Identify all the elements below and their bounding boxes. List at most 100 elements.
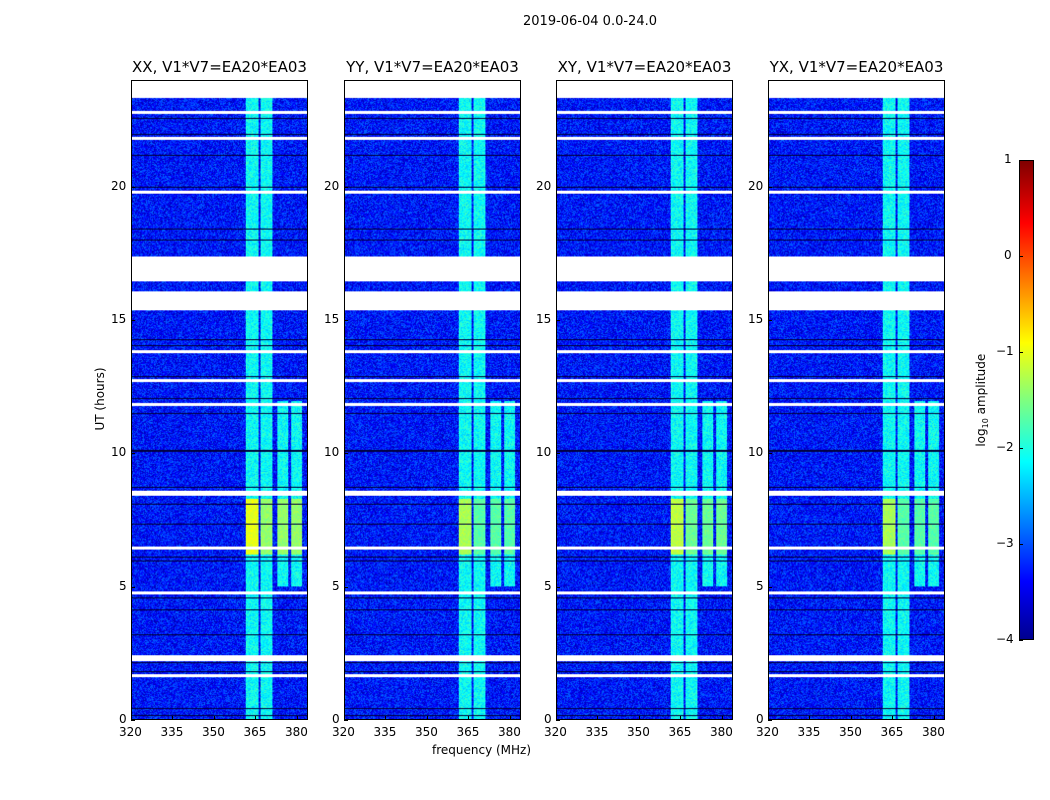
x-tick-mark <box>509 716 511 720</box>
y-tick-label: 15 <box>748 312 764 326</box>
colorbar-tick-label: 0 <box>1004 248 1012 262</box>
x-tick-label: 365 <box>243 725 267 739</box>
colorbar-tick-mark <box>1019 160 1023 161</box>
x-tick-mark <box>768 716 769 720</box>
x-tick-label: 365 <box>456 725 480 739</box>
x-tick-label: 365 <box>880 725 904 739</box>
y-tick-label: 15 <box>324 312 340 326</box>
colorbar-tick-label: 1 <box>1004 152 1012 166</box>
x-tick-mark <box>468 716 470 720</box>
x-tick-mark <box>556 716 557 720</box>
colorbar-tick-mark <box>1019 352 1023 353</box>
y-tick-label: 15 <box>111 312 127 326</box>
colorbar-tick-mark <box>1019 256 1023 257</box>
x-tick-mark <box>131 716 132 720</box>
y-tick-label: 20 <box>324 178 340 193</box>
waterfall-panel-3 <box>768 80 945 720</box>
x-tick-mark <box>638 716 640 720</box>
panel-title-3: YX, V1*V7=EA20*EA03 <box>769 58 944 76</box>
x-tick-mark <box>296 716 298 720</box>
y-tick-mark <box>768 720 772 721</box>
x-tick-mark <box>680 716 682 720</box>
x-tick-mark <box>172 716 174 720</box>
y-tick-mark <box>131 320 135 321</box>
y-tick-label: 0 <box>756 712 764 726</box>
x-tick-mark <box>344 716 345 720</box>
y-tick-mark <box>768 586 772 588</box>
x-tick-label: 335 <box>585 725 609 739</box>
y-axis-label: UT (hours) <box>93 367 107 431</box>
heatmap-canvas-3 <box>769 81 944 719</box>
x-tick-label: 320 <box>119 725 142 739</box>
y-tick-mark <box>344 586 348 588</box>
heatmap-canvas-0 <box>132 81 307 719</box>
y-tick-mark <box>556 720 560 721</box>
colorbar <box>1019 160 1034 640</box>
y-tick-label: 20 <box>111 178 127 193</box>
y-tick-mark <box>344 720 348 721</box>
y-tick-label: 20 <box>748 178 764 193</box>
colorbar-tick-label: −3 <box>996 536 1014 550</box>
y-tick-label: 0 <box>544 712 552 726</box>
y-tick-mark <box>131 186 135 188</box>
y-tick-mark <box>768 186 772 188</box>
y-tick-mark <box>344 453 348 455</box>
x-tick-label: 335 <box>797 725 821 739</box>
y-tick-label: 5 <box>119 578 127 593</box>
colorbar-tick-mark <box>1019 448 1023 449</box>
panel-title-0: XX, V1*V7=EA20*EA03 <box>132 58 307 76</box>
x-tick-label: 350 <box>414 725 438 739</box>
x-tick-label: 365 <box>668 725 692 739</box>
y-tick-label: 10 <box>324 445 340 460</box>
x-tick-label: 335 <box>373 725 397 739</box>
y-tick-label: 5 <box>756 578 764 593</box>
figure-title: 2019-06-04 0.0-24.0 <box>523 14 657 29</box>
x-tick-mark <box>426 716 428 720</box>
x-tick-mark <box>385 716 387 720</box>
waterfall-panel-1 <box>344 80 521 720</box>
y-tick-mark <box>131 586 135 588</box>
colorbar-tick-mark <box>1019 640 1023 641</box>
y-tick-label: 0 <box>332 712 340 726</box>
x-tick-mark <box>809 716 811 720</box>
y-tick-mark <box>344 186 348 188</box>
y-tick-mark <box>344 320 348 321</box>
x-tick-mark <box>255 716 257 720</box>
x-tick-mark <box>597 716 599 720</box>
y-tick-label: 5 <box>544 578 552 593</box>
waterfall-panel-2 <box>556 80 733 720</box>
y-tick-label: 5 <box>332 578 340 593</box>
x-tick-label: 350 <box>838 725 862 739</box>
x-tick-label: 380 <box>497 725 521 739</box>
y-tick-mark <box>556 186 560 188</box>
y-tick-label: 0 <box>119 712 127 726</box>
x-tick-label: 350 <box>201 725 225 739</box>
x-tick-mark <box>850 716 852 720</box>
y-tick-label: 10 <box>536 445 552 460</box>
x-axis-label: frequency (MHz) <box>432 743 532 757</box>
y-tick-mark <box>556 453 560 455</box>
y-tick-mark <box>768 320 772 321</box>
heatmap-canvas-2 <box>557 81 732 719</box>
y-tick-label: 15 <box>536 312 552 326</box>
y-tick-label: 20 <box>536 178 552 193</box>
colorbar-tick-label: −1 <box>996 344 1014 358</box>
x-tick-mark <box>933 716 935 720</box>
panel-title-1: YY, V1*V7=EA20*EA03 <box>346 58 519 76</box>
x-tick-label: 335 <box>160 725 184 739</box>
x-tick-label: 380 <box>921 725 945 739</box>
y-tick-mark <box>768 453 772 455</box>
y-tick-label: 10 <box>748 445 764 460</box>
y-tick-mark <box>131 453 135 455</box>
x-tick-label: 320 <box>332 725 355 739</box>
x-tick-label: 320 <box>756 725 779 739</box>
x-tick-mark <box>892 716 894 720</box>
x-tick-mark <box>213 716 215 720</box>
colorbar-tick-mark <box>1019 544 1023 545</box>
x-tick-label: 380 <box>709 725 733 739</box>
y-tick-mark <box>131 720 135 721</box>
waterfall-panel-0 <box>131 80 308 720</box>
y-tick-mark <box>556 320 560 321</box>
x-tick-mark <box>721 716 723 720</box>
